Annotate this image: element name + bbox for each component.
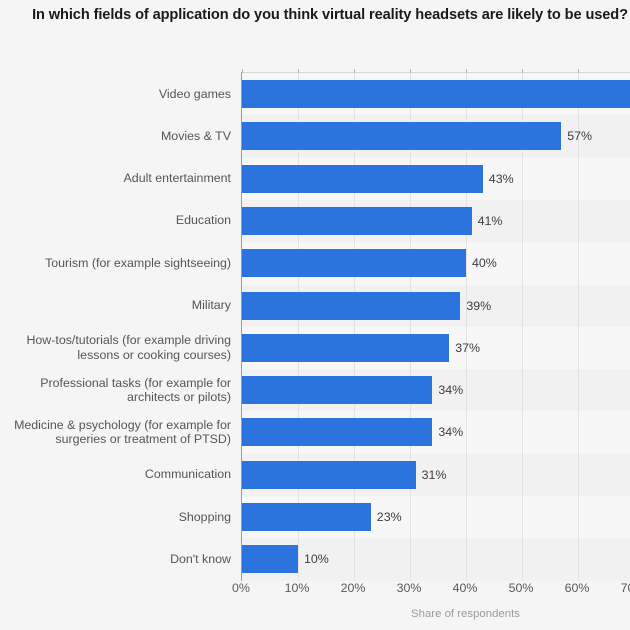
x-tick-label: 10% [284,581,310,595]
category-label: Tourism (for example sightseeing) [45,255,231,270]
category-label: Movies & TV [160,128,231,143]
tick-mark [242,69,243,73]
bar-value-label: 41% [477,213,503,228]
category-labels: Video games Movies & TV Adult entertainmen… [0,73,242,581]
category-label: Adult entertainment [123,171,231,186]
x-axis-label: Share of respondents [411,608,520,620]
category-label: Medicine & psychology (for example for s… [14,417,231,447]
tick-mark [410,69,411,73]
row-band [242,538,630,581]
category-label: Shopping [178,509,231,524]
bar[interactable] [242,122,562,151]
category-label: Military [191,298,231,312]
bar-value-label: 31% [421,467,447,482]
plot-area: 77%57%43%41%40%39%37%34%34%31%23%10% Vid… [14,69,630,581]
bar-value-label: 34% [438,425,464,440]
bar[interactable] [242,164,483,193]
bar-value-label: 23% [376,510,402,524]
bar[interactable] [242,418,433,447]
tick-mark [298,69,299,73]
bar[interactable] [242,503,371,531]
bar[interactable] [242,545,298,574]
category-label: Video games [158,86,231,101]
gridline [298,73,299,581]
category-label: Professional tasks (for example for arch… [40,375,231,405]
tick-mark [578,69,579,73]
tick-mark [522,69,523,73]
x-tick-label: 50% [508,581,534,595]
x-axis-ticks: 0% 10% 20% 30% 40% 50% 60% 70% [232,581,630,601]
gridline [578,73,579,581]
gridline [354,73,355,581]
chart-title: In which fields of application do you th… [32,7,628,23]
bar[interactable] [242,249,466,278]
x-tick-label: 70% [620,581,630,595]
bar-value-label: 37% [455,340,480,355]
bar-value-label: 34% [438,383,464,398]
tick-mark [466,69,467,73]
tick-mark [354,69,355,73]
bar-value-label: 57% [567,129,592,144]
gridline [466,73,467,581]
gridline [410,73,411,581]
bar[interactable] [242,80,630,108]
bar[interactable] [242,206,472,235]
bar[interactable] [242,460,416,489]
bar[interactable] [242,376,433,405]
gridline [522,73,523,581]
x-tick-label: 0% [232,581,250,595]
bar[interactable] [242,291,461,320]
bar-value-label: 43% [488,171,514,186]
x-tick-label: 20% [340,581,366,595]
x-tick-label: 30% [396,581,422,595]
bar-value-label: 40% [472,256,497,271]
category-label: Education [175,213,231,228]
bar-value-label: 10% [304,552,329,567]
bar-value-label: 39% [466,298,492,313]
x-tick-label: 40% [452,581,478,595]
category-label: How-tos/tutorials (for example driving l… [26,333,231,362]
bar[interactable] [242,333,450,362]
x-tick-label: 60% [564,581,590,595]
category-label: Don't know [170,551,231,566]
category-label: Communication [144,467,231,482]
